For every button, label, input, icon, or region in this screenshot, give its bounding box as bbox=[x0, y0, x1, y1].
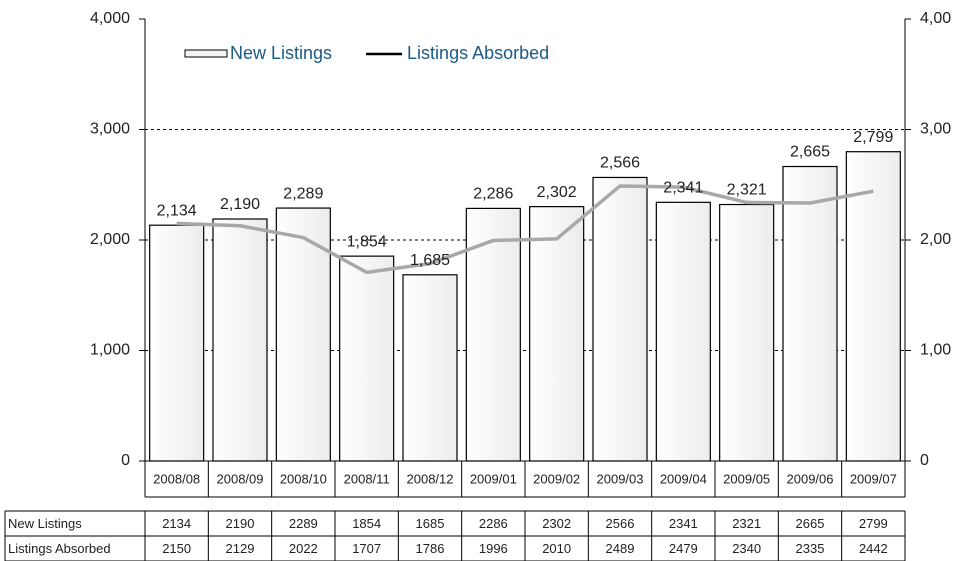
data-label: 2,566 bbox=[600, 155, 640, 172]
bar bbox=[339, 255, 395, 462]
row-label: New Listings bbox=[8, 516, 82, 531]
data-label: 2,289 bbox=[283, 185, 323, 202]
table-cell: 2335 bbox=[796, 541, 825, 556]
x-tick-label: 2009/07 bbox=[850, 471, 897, 486]
data-label: 2,321 bbox=[727, 182, 767, 199]
x-tick-label: 2009/05 bbox=[723, 471, 770, 486]
bar bbox=[529, 206, 585, 462]
line bbox=[176, 184, 874, 275]
y2-tick-label: 2,00 bbox=[920, 231, 951, 248]
y2-tick-label: 0 bbox=[920, 452, 929, 469]
table-cell: 1707 bbox=[352, 541, 381, 556]
table-cell: 2566 bbox=[606, 516, 635, 531]
table-cell: 2150 bbox=[162, 541, 191, 556]
y-tick-label: 0 bbox=[121, 452, 130, 469]
data-table: 2008/08 2008/09 2008/10 2008/11 2008/12 2009/… bbox=[4, 460, 906, 561]
bar bbox=[275, 207, 331, 462]
bar bbox=[782, 165, 838, 462]
bar bbox=[592, 176, 648, 462]
data-label: 1,685 bbox=[410, 252, 450, 269]
data-label: 2,665 bbox=[790, 144, 830, 161]
bar bbox=[845, 151, 901, 462]
axes: 0 1,000 2,000 3,000 4,000 0 1,00 2,00 3,00 4,00 bbox=[90, 10, 951, 469]
row-label: Listings Absorbed bbox=[8, 541, 111, 556]
table-cell: 2289 bbox=[289, 516, 318, 531]
table-cell: 2134 bbox=[162, 516, 191, 531]
table-cell: 1854 bbox=[352, 516, 381, 531]
data-label: 2,799 bbox=[853, 129, 893, 146]
lines bbox=[176, 184, 874, 275]
table-cell: 1786 bbox=[416, 541, 445, 556]
x-tick-label: 2008/11 bbox=[344, 471, 390, 486]
data-label: 2,134 bbox=[157, 202, 197, 219]
y-tick-label: 1,000 bbox=[90, 342, 130, 359]
data-label: 2,302 bbox=[537, 184, 577, 201]
legend-swatch bbox=[184, 49, 228, 58]
y-tick-label: 3,000 bbox=[90, 121, 130, 138]
y2-tick-label: 3,00 bbox=[920, 121, 951, 138]
table-cell: 2665 bbox=[796, 516, 825, 531]
bar bbox=[465, 207, 521, 462]
x-tick-label: 2009/04 bbox=[660, 471, 707, 486]
legend: New Listings Listings Absorbed bbox=[184, 43, 549, 63]
bar bbox=[402, 274, 458, 462]
labels: 2,134 2,190 2,289 1,854 1,685 2,286 2,302 2,566… bbox=[157, 129, 894, 269]
x-tick-label: 2008/12 bbox=[407, 471, 454, 486]
y2-tick-label: 4,00 bbox=[920, 10, 951, 27]
legend-label: New Listings bbox=[230, 43, 332, 63]
bar bbox=[212, 218, 268, 462]
x-tick-label: 2009/03 bbox=[597, 471, 644, 486]
bar bbox=[719, 203, 775, 462]
table-cell: 2022 bbox=[289, 541, 318, 556]
bar bbox=[149, 224, 205, 462]
data-label: 1,854 bbox=[347, 233, 387, 250]
table-cell: 2302 bbox=[542, 516, 571, 531]
table-cell: 2489 bbox=[606, 541, 635, 556]
data-label: 2,190 bbox=[220, 196, 260, 213]
table-cell: 2341 bbox=[669, 516, 698, 531]
x-tick-label: 2009/01 bbox=[470, 471, 517, 486]
table-cell: 2190 bbox=[226, 516, 255, 531]
legend-label: Listings Absorbed bbox=[407, 43, 549, 63]
x-tick-label: 2008/09 bbox=[217, 471, 264, 486]
y2-tick-label: 1,00 bbox=[920, 342, 951, 359]
data-label: 2,341 bbox=[663, 180, 703, 197]
x-tick-label: 2009/06 bbox=[787, 471, 834, 486]
x-tick-label: 2009/02 bbox=[533, 471, 580, 486]
table-cell: 2799 bbox=[859, 516, 888, 531]
table-cell: 1685 bbox=[416, 516, 445, 531]
table-cell: 2442 bbox=[859, 541, 888, 556]
y-tick-label: 4,000 bbox=[90, 10, 130, 27]
x-tick-label: 2008/08 bbox=[153, 471, 200, 486]
data-label: 2,286 bbox=[473, 186, 513, 203]
x-tick-label: 2008/10 bbox=[280, 471, 327, 486]
y-tick-label: 2,000 bbox=[90, 231, 130, 248]
table-cell: 2479 bbox=[669, 541, 698, 556]
table-cell: 2321 bbox=[732, 516, 761, 531]
bar bbox=[655, 201, 711, 462]
table-cell: 2010 bbox=[542, 541, 571, 556]
table-cell: 2129 bbox=[226, 541, 255, 556]
table-cell: 1996 bbox=[479, 541, 508, 556]
bars bbox=[149, 151, 901, 462]
table-cell: 2286 bbox=[479, 516, 508, 531]
table-cell: 2340 bbox=[732, 541, 761, 556]
